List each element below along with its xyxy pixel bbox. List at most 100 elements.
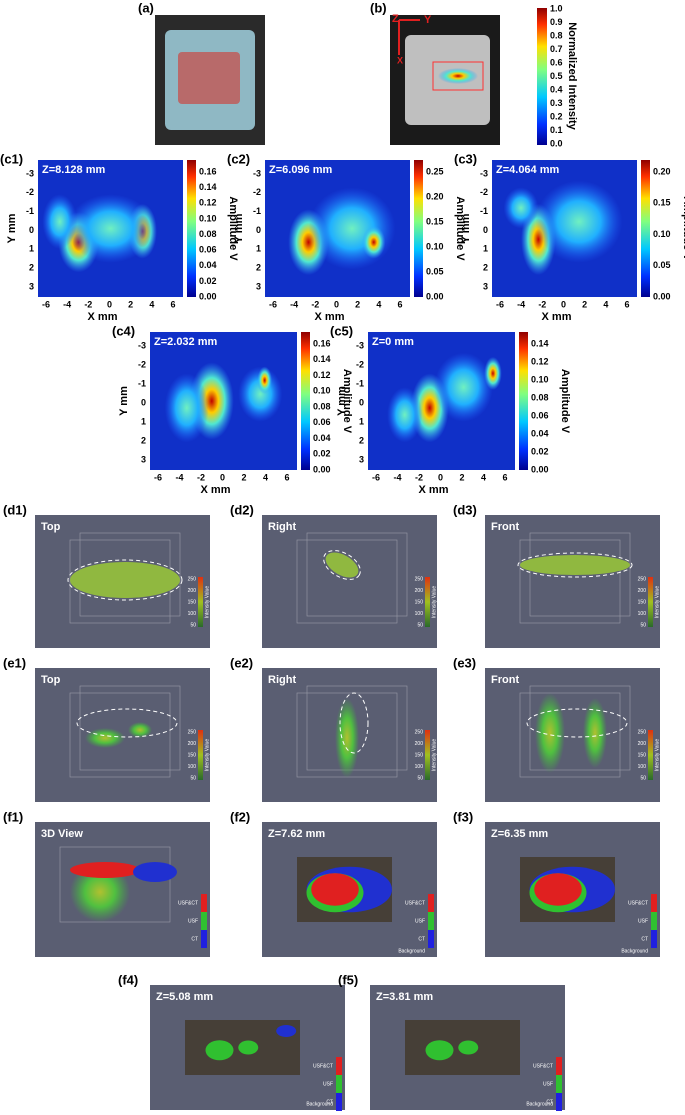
bounding-box — [519, 539, 621, 624]
x-tick-label: -2 — [84, 299, 92, 309]
x-title: X mm — [542, 311, 572, 323]
colorbar-title: Amplitude V — [227, 196, 239, 261]
colorbar-tick: 250 — [188, 576, 197, 582]
depth-label: Z=8.128 mm — [42, 164, 106, 176]
legend-swatch — [428, 930, 434, 948]
colorbar-tick: 0.08 — [531, 392, 549, 402]
tumor-render — [535, 693, 565, 773]
colorbar-tick: 50 — [417, 775, 423, 781]
heatmap-blob — [257, 366, 273, 395]
x-title: X mm — [201, 484, 231, 496]
bounding-box — [69, 692, 171, 778]
colorbar-tick: 0.00 — [426, 291, 444, 301]
colorbar-title: Amplitude V — [341, 369, 353, 434]
usf-region — [205, 1040, 234, 1061]
legend-label: Background — [621, 948, 648, 954]
bounding-box — [519, 692, 621, 778]
heatmap-blob — [42, 194, 78, 250]
legend-swatch — [336, 1057, 342, 1075]
x-tick-label: 0 — [220, 472, 225, 482]
roi-box — [432, 61, 484, 91]
panel-label: (c5) — [330, 323, 353, 338]
x-tick-label: -4 — [175, 472, 183, 482]
colorbar-tick: 0.04 — [531, 428, 549, 438]
legend-swatch — [556, 1093, 562, 1111]
x-tick-label: 2 — [582, 299, 587, 309]
y-tick-label: 2 — [29, 263, 34, 273]
colorbar-tick: 0.12 — [199, 198, 217, 208]
bounding-box — [529, 532, 631, 617]
panel-label: (d3) — [453, 502, 477, 517]
x-tick-label: 6 — [624, 299, 629, 309]
colorbar-tick: 50 — [417, 622, 423, 628]
legend-label: CT — [641, 936, 648, 942]
colorbar-tick: 0.08 — [199, 229, 217, 239]
panel-label: (c2) — [227, 151, 250, 166]
y-title: Y mm — [6, 213, 18, 243]
x-tick-label: -6 — [154, 472, 162, 482]
view-label: Front — [491, 521, 519, 533]
legend-label: USF — [188, 918, 198, 924]
colorbar-tick: 200 — [638, 588, 647, 594]
y-tick-label: -1 — [480, 206, 488, 216]
colorbar-tick: 0.8 — [550, 30, 563, 40]
view-label: Right — [268, 521, 296, 533]
colorbar-tick: 0.7 — [550, 44, 563, 54]
render-panel — [262, 515, 437, 648]
axis-label: X — [397, 55, 403, 65]
x-tick-label: -6 — [42, 299, 50, 309]
y-tick-label: -3 — [480, 168, 488, 178]
colorbar-tick: 0.10 — [313, 386, 331, 396]
view-label: Z=7.62 mm — [268, 828, 325, 840]
colorbar-tick: 150 — [188, 752, 197, 758]
colorbar-tick: 200 — [415, 741, 424, 747]
colorbar-tick: 0.06 — [199, 245, 217, 255]
y-tick-label: 1 — [256, 244, 261, 254]
legend-label: USF — [638, 918, 648, 924]
y-tick-label: 0 — [29, 225, 34, 235]
colorbar-tick: 0.15 — [653, 198, 671, 208]
overlap-region — [534, 873, 582, 906]
colorbar — [198, 577, 203, 627]
legend-label: USF — [415, 918, 425, 924]
tumor-outline — [67, 559, 183, 601]
tissue — [178, 52, 240, 104]
panel-label: (e1) — [3, 655, 26, 670]
colorbar-tick: 200 — [415, 588, 424, 594]
y-tick-label: -3 — [356, 340, 364, 350]
x-tick-label: 0 — [561, 299, 566, 309]
colorbar-tick: 0.25 — [426, 166, 444, 176]
colorbar-tick: 0.5 — [550, 71, 563, 81]
y-tick-label: -3 — [253, 168, 261, 178]
colorbar-tick: 50 — [190, 622, 196, 628]
y-tick-label: 2 — [359, 435, 364, 445]
x-tick-label: 4 — [263, 472, 268, 482]
legend-label: USF — [323, 1081, 333, 1087]
scale-bar-label: 10 mm — [502, 124, 517, 130]
x-tick-label: -6 — [496, 299, 504, 309]
colorbar-tick: 0.04 — [199, 260, 217, 270]
colorbar — [414, 160, 423, 297]
tumor-render — [85, 728, 125, 748]
x-tick-label: 4 — [603, 299, 608, 309]
y-tick-label: 3 — [256, 281, 261, 291]
legend-swatch — [201, 894, 207, 912]
colorbar-tick: 250 — [638, 729, 647, 735]
view-label: Top — [41, 674, 61, 686]
y-title: Y mm — [460, 213, 472, 243]
colorbar-title: Normalized Intensity — [566, 22, 578, 130]
colorbar — [198, 730, 203, 780]
x-tick-label: -4 — [63, 299, 71, 309]
usf-region — [238, 1040, 259, 1055]
x-tick-label: 6 — [502, 472, 507, 482]
colorbar-tick: 0.06 — [313, 417, 331, 427]
panel-label: (d2) — [230, 502, 254, 517]
legend-label: CT — [418, 936, 425, 942]
y-tick-label: 1 — [359, 416, 364, 426]
colorbar — [648, 577, 653, 627]
y-tick-label: -1 — [138, 378, 146, 388]
colorbar-title: Intensity Value — [204, 586, 210, 619]
colorbar-tick: 0.02 — [531, 446, 549, 456]
x-tick-label: -2 — [197, 472, 205, 482]
y-tick-label: 0 — [359, 397, 364, 407]
